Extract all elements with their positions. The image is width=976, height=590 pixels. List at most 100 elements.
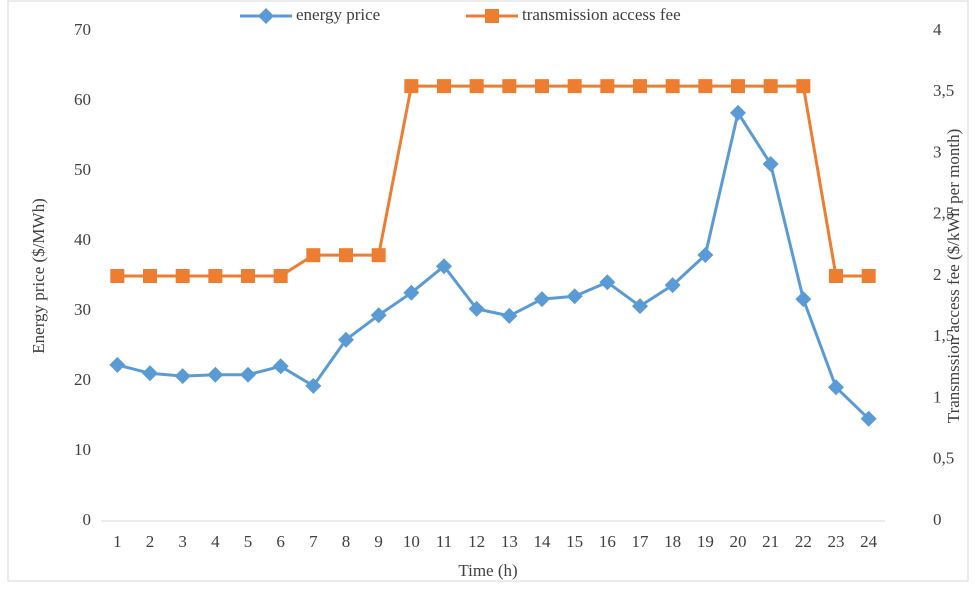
diamond-marker [338, 331, 354, 348]
diamond-marker [762, 156, 779, 172]
x-tick-label: 17 [632, 532, 650, 551]
square-marker [633, 79, 647, 94]
x-tick-label: 21 [762, 532, 779, 551]
diamond-marker [534, 291, 550, 308]
x-tick-label: 5 [244, 532, 253, 551]
diamond-marker [174, 368, 191, 385]
x-tick-label: 16 [599, 532, 616, 551]
square-marker [698, 79, 713, 94]
square-marker [485, 9, 499, 23]
x-tick-label: 15 [566, 532, 583, 551]
x-tick-label: 20 [730, 532, 747, 551]
x-tick-label: 23 [828, 532, 845, 551]
square-marker [175, 269, 190, 283]
y2-tick-label: 4 [933, 20, 942, 39]
square-marker [404, 79, 419, 94]
diamond-marker [795, 291, 812, 308]
legend-label: transmission access fee [522, 5, 681, 24]
x-tick-label: 14 [534, 532, 552, 551]
diamond-marker [664, 277, 681, 294]
y-tick-label: 0 [83, 510, 92, 529]
square-marker [371, 248, 386, 263]
y-tick-label: 60 [74, 90, 91, 109]
x-tick-label: 9 [374, 532, 383, 551]
x-tick-label: 18 [664, 532, 681, 551]
square-marker [110, 269, 125, 283]
y2-tick-label: 3 [933, 142, 942, 161]
y2-tick-label: 2,5 [933, 204, 954, 223]
square-marker [208, 269, 223, 283]
x-tick-label: 6 [276, 532, 285, 551]
y2-tick-label: 2 [933, 265, 942, 284]
diamond-marker [240, 366, 256, 383]
square-marker [665, 79, 680, 94]
y2-tick-label: 3,5 [933, 81, 954, 100]
y2-axis-title: Transmssion access fee ($/kWh per month) [944, 129, 963, 423]
square-marker [567, 79, 582, 94]
y-tick-label: 50 [74, 160, 91, 179]
diamond-marker [599, 274, 616, 291]
x-tick-label: 22 [795, 532, 812, 551]
diamond-marker [828, 379, 844, 396]
diamond-marker [697, 247, 714, 263]
x-tick-label: 10 [403, 532, 420, 551]
square-marker [763, 79, 778, 94]
square-marker [600, 79, 615, 94]
y-tick-label: 10 [74, 440, 91, 459]
diamond-marker [403, 284, 420, 301]
square-marker [796, 79, 811, 94]
x-tick-label: 1 [113, 532, 122, 551]
square-marker [241, 269, 255, 283]
square-marker [861, 269, 876, 283]
y2-tick-label: 1,5 [933, 326, 954, 345]
diamond-marker [272, 358, 289, 375]
square-marker [829, 269, 843, 283]
y2-tick-label: 0,5 [933, 449, 954, 468]
y-axis-title: Energy price ($/MWh) [29, 198, 48, 353]
x-tick-label: 13 [501, 532, 518, 551]
square-marker [437, 79, 451, 94]
y2-tick-label: 1 [933, 387, 942, 406]
diamond-marker [566, 288, 583, 305]
square-marker [502, 79, 517, 94]
diamond-marker [109, 356, 126, 373]
diamond-marker [207, 366, 224, 383]
x-tick-label: 3 [178, 532, 187, 551]
diamond-marker [468, 300, 485, 317]
x-tick-label: 19 [697, 532, 714, 551]
x-tick-label: 7 [309, 532, 318, 551]
x-axis-title: Time (h) [458, 561, 517, 580]
y-tick-label: 20 [74, 370, 91, 389]
legend: energy price transmission access fee [240, 5, 681, 24]
square-marker [731, 79, 745, 94]
x-tick-label: 24 [860, 532, 878, 551]
chart-border [7, 0, 969, 582]
y2-tick-label: 0 [933, 510, 942, 529]
diamond-marker [860, 410, 877, 427]
x-tick-label: 11 [436, 532, 452, 551]
diamond-marker [436, 258, 452, 275]
square-marker [273, 269, 288, 283]
x-tick-label: 12 [468, 532, 485, 551]
y-tick-label: 70 [74, 20, 91, 39]
x-tick-label: 8 [342, 532, 351, 551]
diamond-marker [142, 365, 158, 382]
x-tick-label: 2 [146, 532, 155, 551]
square-marker [143, 269, 157, 283]
diamond-marker [730, 104, 746, 121]
diamond-marker [632, 298, 648, 315]
diamond-marker [258, 8, 274, 24]
square-marker [306, 248, 321, 263]
diamond-marker [305, 377, 322, 394]
legend-label: energy price [296, 5, 380, 24]
diamond-marker [370, 307, 387, 324]
square-marker [339, 248, 353, 263]
y-tick-label: 40 [74, 230, 91, 249]
square-marker [469, 79, 484, 94]
x-tick-label: 4 [211, 532, 220, 551]
square-marker [535, 79, 549, 94]
diamond-marker [501, 307, 518, 324]
y-tick-label: 30 [74, 300, 91, 319]
